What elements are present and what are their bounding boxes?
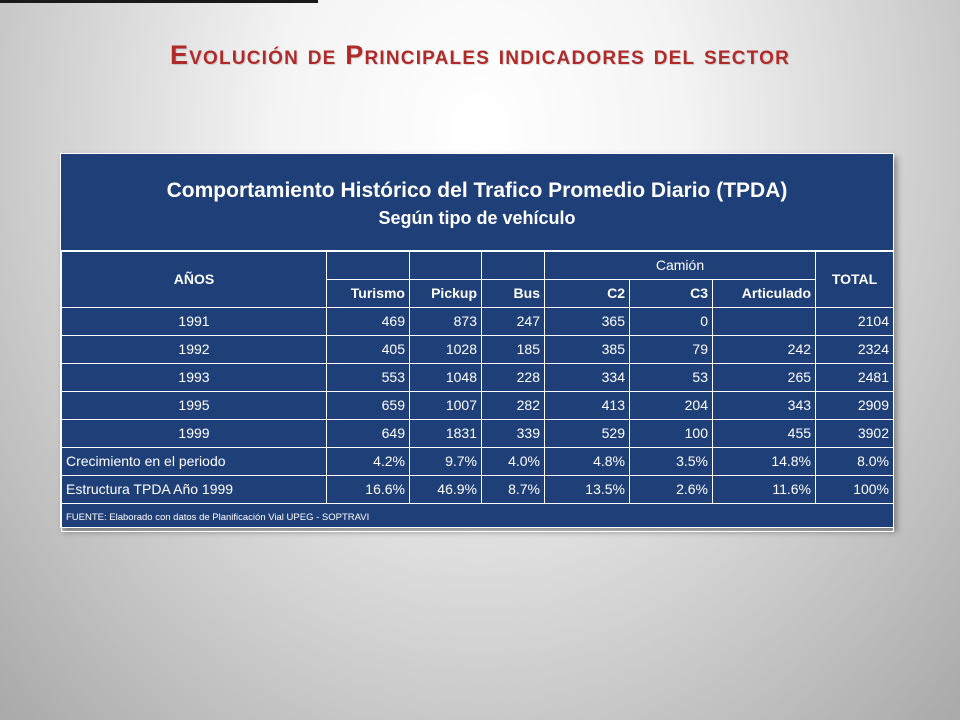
table-row: 1995 659 1007 282 413 204 343 2909 [61,391,895,420]
table-cell: 8.7% [481,475,545,504]
row-label-cell: 1993 [61,363,327,392]
table-cell: 469 [326,307,410,336]
slide-title: Evolución de Principales indicadores del… [169,40,791,70]
table-cell: 11.6% [711,475,817,504]
table-row: Estructura TPDA Año 1999 16.6% 46.9% 8.7% 13… [61,475,895,504]
table-cell: 529 [544,419,630,448]
table-cell: 405 [326,335,410,364]
header-articulado: Articulado [711,279,817,308]
header-empty [481,251,545,280]
table-cell: 334 [544,363,630,392]
table-cell: 16.6% [326,475,410,504]
table-cell [711,307,817,336]
table-cell: 2.6% [629,475,713,504]
source-row: FUENTE: Elaborado con datos de Planifica… [60,503,895,532]
table-cell: 46.9% [409,475,482,504]
table-cell: 3902 [815,419,895,448]
row-label-cell: Crecimiento en el periodo [61,447,327,476]
table-body: 1991 469 873 247 365 0 2104 1992 405 1028 185 385 79… [61,307,895,504]
table-cell: 455 [711,419,817,448]
table-cell: 2324 [815,335,895,364]
table-cell: 365 [544,307,630,336]
table-cell: 1831 [409,419,482,448]
table-subtitle: Según tipo de vehículo [378,208,576,228]
table-row: 1993 553 1048 228 334 53 265 2481 [61,363,895,392]
table-cell: 553 [326,363,410,392]
table-cell: 228 [481,363,545,392]
header-row-top: AÑOS Camión TOTAL [61,251,895,308]
table-cell: 4.8% [544,447,630,476]
header-years: AÑOS [61,251,327,308]
row-label-cell: 1992 [61,335,327,364]
top-rule [0,0,318,3]
header-camion-group: Camión [543,251,817,280]
table-cell: 873 [409,307,482,336]
table-cell: 2104 [815,307,895,336]
table-row: 1999 649 1831 339 529 100 455 3902 [61,419,895,448]
table-cell: 343 [711,391,817,420]
header-row-bottom: Turismo Pickup Bus C2 C3 Articulado [62,279,894,308]
table-cell: 14.8% [711,447,817,476]
table-cell: 185 [481,335,545,364]
row-label-cell: Estructura TPDA Año 1999 [61,475,327,504]
table-cell: 4.2% [326,447,410,476]
table-cell: 282 [481,391,545,420]
table-cell: 385 [544,335,630,364]
table-cell: 53 [629,363,713,392]
table-cell: 3.5% [629,447,713,476]
table-cell: 413 [544,391,630,420]
table-cell: 247 [481,307,545,336]
table-cell: 79 [629,335,713,364]
source-note: FUENTE: Elaborado con datos de Planifica… [60,503,895,532]
header-turismo: Turismo [326,279,410,308]
table-row: 1991 469 873 247 365 0 2104 [61,307,895,336]
tpda-table-panel: Comportamiento Histórico del Trafico Pro… [60,153,895,532]
header-empty [409,251,482,280]
table-row: 1992 405 1028 185 385 79 242 2324 [61,335,895,364]
table-cell: 2909 [815,391,895,420]
tpda-table: AÑOS Camión TOTAL Turismo Pickup Bus C2 … [60,251,895,532]
table-cell: 242 [711,335,817,364]
table-title: Comportamiento Histórico del Trafico Pro… [166,179,788,202]
table-cell: 100 [629,419,713,448]
table-cell: 9.7% [409,447,482,476]
table-cell: 1007 [409,391,482,420]
table-cell: 204 [629,391,713,420]
row-label-cell: 1991 [61,307,327,336]
table-row: Crecimiento en el periodo 4.2% 9.7% 4.0% 4.8… [61,447,895,476]
table-cell: 265 [711,363,817,392]
row-label-cell: 1999 [61,419,327,448]
table-cell: 649 [326,419,410,448]
table-cell: 1048 [409,363,482,392]
table-cell: 4.0% [481,447,545,476]
header-total: TOTAL [815,251,895,308]
header-empty [326,251,410,280]
table-cell: 2481 [815,363,895,392]
table-cell: 659 [326,391,410,420]
table-cell: 0 [629,307,713,336]
table-cell: 8.0% [815,447,895,476]
header-bus: Bus [481,279,545,308]
table-cell: 13.5% [544,475,630,504]
row-label-cell: 1995 [61,391,327,420]
header-c2: C2 [544,279,630,308]
table-cell: 1028 [409,335,482,364]
table-cell: 100% [815,475,895,504]
table-heading: Comportamiento Histórico del Trafico Pro… [61,154,893,251]
header-pickup: Pickup [409,279,482,308]
table-cell: 339 [481,419,545,448]
header-c3: C3 [629,279,713,308]
